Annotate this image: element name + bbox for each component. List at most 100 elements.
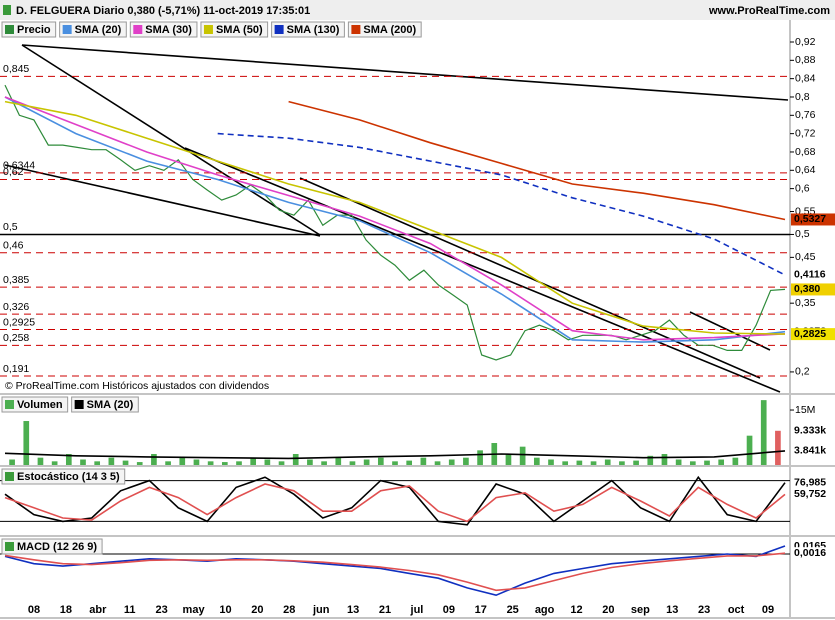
volume-bar — [633, 460, 639, 465]
volume-bar — [704, 460, 710, 465]
legend-label: SMA (130) — [287, 24, 340, 36]
volume-bar — [590, 461, 597, 465]
series-line — [4, 96, 786, 341]
volume-bar — [221, 462, 228, 465]
volume-bar — [448, 459, 455, 465]
x-tick-label: 20 — [602, 604, 614, 616]
legend-box — [271, 21, 345, 38]
volume-bar — [548, 459, 554, 465]
legend-box — [1, 538, 103, 555]
y-tick-label: 0,45 — [795, 251, 816, 263]
legend-label: SMA (200) — [363, 24, 416, 36]
y-tick-label: 0,6 — [795, 182, 810, 194]
volume-bar — [689, 461, 696, 465]
y-tick-label: 0,68 — [795, 146, 816, 158]
x-tick-label: 25 — [507, 604, 519, 616]
volume-bar — [321, 461, 327, 465]
value-tag — [791, 268, 835, 281]
series-line — [4, 100, 786, 335]
x-tick-label: jun — [312, 604, 330, 616]
volume-bar — [9, 459, 15, 465]
x-tick-label: 09 — [443, 604, 455, 616]
legend-swatch — [5, 400, 14, 409]
legend-label: MACD (12 26 9) — [17, 541, 97, 553]
level-label: 0,385 — [3, 274, 29, 286]
legend-box — [200, 21, 269, 38]
legend-box — [71, 396, 139, 413]
x-tick-label: 23 — [156, 604, 168, 616]
volume-bar — [151, 454, 157, 465]
volume-bar — [647, 455, 654, 465]
series-line — [4, 483, 786, 523]
volume-bar — [377, 457, 384, 465]
x-tick-label: 12 — [570, 604, 582, 616]
legend-label: Volumen — [17, 399, 63, 411]
volume-bar — [122, 460, 129, 465]
value-tag — [791, 283, 835, 296]
volume-bar — [179, 457, 186, 465]
level-label: 0,46 — [3, 240, 24, 252]
x-tick-label: abr — [89, 604, 107, 616]
series-line — [288, 100, 786, 221]
y-tick-label: 0,76 — [795, 109, 816, 121]
legend-label: SMA (20) — [87, 399, 134, 411]
value-tag-label: 0,380 — [794, 283, 820, 295]
value-tag-label: 0,4116 — [794, 269, 826, 281]
volume-bar — [392, 461, 398, 465]
level-label: 0,62 — [3, 166, 24, 178]
volume-bar — [264, 459, 271, 465]
level-label: 0,191 — [3, 363, 29, 375]
series-line — [4, 96, 786, 343]
header-site: www.ProRealTime.com — [708, 5, 830, 17]
value-tag-label: 0,2825 — [794, 328, 826, 340]
x-tick-label: jul — [410, 604, 424, 616]
volume-bar — [207, 461, 214, 465]
x-tick-label: 09 — [762, 604, 774, 616]
legend-label: Estocástico (14 3 5) — [17, 471, 120, 483]
legend-box — [1, 468, 126, 485]
legend-label: SMA (50) — [216, 24, 263, 36]
legend-label: SMA (20) — [75, 24, 122, 36]
volume-bar — [136, 462, 143, 465]
legend-item: SMA (50) — [200, 21, 269, 38]
volume-bar — [292, 454, 299, 465]
legend-item: SMA (30) — [129, 21, 198, 38]
legend-swatch — [203, 25, 213, 34]
legend-swatch — [5, 472, 14, 481]
volume-bar — [278, 461, 285, 465]
series-line — [4, 450, 786, 460]
x-tick-label: 28 — [283, 604, 295, 616]
series-line — [4, 475, 786, 526]
legend-box — [347, 21, 422, 38]
volume-bar — [80, 459, 86, 465]
volume-bar — [250, 457, 257, 465]
y-tick-label: 0,2 — [795, 366, 810, 378]
volume-bar — [604, 459, 611, 465]
legend-swatch — [62, 25, 72, 34]
volume-bar — [477, 450, 483, 465]
y-tick-label: 0,5 — [795, 228, 810, 240]
y-tick-label: 0,64 — [795, 164, 816, 176]
value-tag-label: 0,5327 — [794, 213, 826, 225]
x-tick-label: 20 — [251, 604, 263, 616]
level-label: 0,258 — [3, 332, 29, 344]
x-tick-label: 13 — [666, 604, 678, 616]
volume-bar — [562, 461, 569, 465]
volume-bar — [307, 459, 313, 465]
level-label: 0,2925 — [3, 316, 35, 328]
x-tick-label: may — [183, 604, 206, 616]
header-title: D. FELGUERA Diario 0,380 (-5,71%) 11-oct… — [16, 5, 310, 17]
level-label: 0,6344 — [3, 160, 35, 172]
volume-bar — [533, 457, 540, 465]
legend-item: Precio — [1, 21, 57, 38]
x-tick-label: sep — [631, 604, 650, 616]
value-tag — [791, 547, 835, 560]
volume-bar — [661, 454, 668, 465]
legend-box — [59, 21, 127, 38]
y-tick-label: 0,8 — [795, 91, 810, 103]
value-tag-label: 76,985 — [794, 476, 826, 488]
legend-swatch — [274, 25, 284, 34]
x-tick-label: 10 — [219, 604, 231, 616]
